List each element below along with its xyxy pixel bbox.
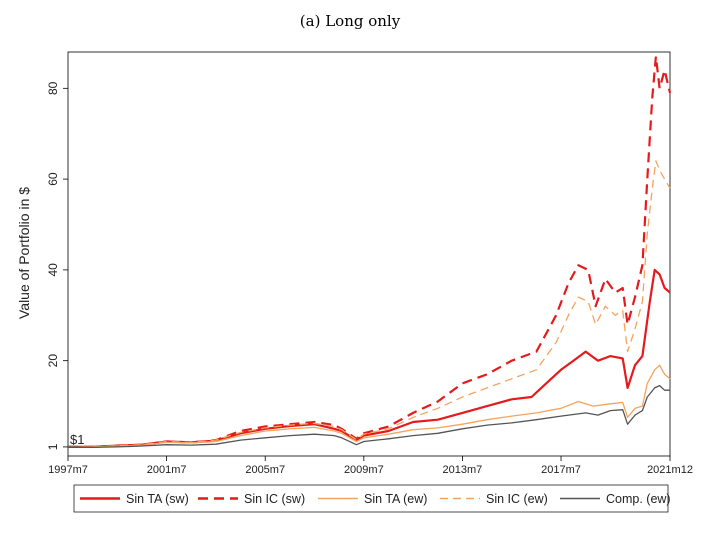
- y-tick-label: 1: [46, 443, 60, 450]
- legend-label: Sin TA (sw): [126, 492, 189, 506]
- x-tick-label: 1997m7: [48, 464, 88, 476]
- x-tick-label: 2009m7: [344, 464, 384, 476]
- x-tick-label: 2013m7: [443, 464, 483, 476]
- y-axis-label: Value of Portfolio in $: [16, 187, 32, 319]
- start-annotation: $1: [70, 432, 84, 447]
- legend-label: Comp. (ew): [606, 492, 671, 506]
- series-layer: [67, 55, 672, 449]
- series-line-3: [68, 160, 671, 448]
- x-tick-label: 2005m7: [245, 464, 285, 476]
- legend: Sin TA (sw) Sin IC (sw) Sin TA (ew) Sin IC …: [80, 492, 671, 506]
- legend-label: Sin IC (sw): [244, 492, 305, 506]
- y-axis: 1 20 40 60 80: [46, 81, 68, 450]
- chart-title: (a) Long only: [300, 12, 401, 30]
- y-tick-label: 60: [46, 172, 60, 186]
- series-line-4: [67, 384, 670, 449]
- y-tick-label: 80: [46, 81, 60, 95]
- x-tick-label: 2021m12: [647, 464, 693, 476]
- x-tick-label: 2001m7: [147, 464, 187, 476]
- y-tick-label: 20: [46, 354, 60, 368]
- legend-label: Sin TA (ew): [364, 492, 427, 506]
- x-axis: 1997m7 2001m7 2005m7 2009m7 2013m7 2017m7 2021…: [48, 456, 693, 476]
- y-tick-label: 40: [46, 263, 60, 277]
- legend-label: Sin IC (ew): [486, 492, 548, 506]
- series-line-2: [68, 364, 671, 448]
- x-tick-label: 2017m7: [541, 464, 581, 476]
- plot-area: [67, 51, 671, 457]
